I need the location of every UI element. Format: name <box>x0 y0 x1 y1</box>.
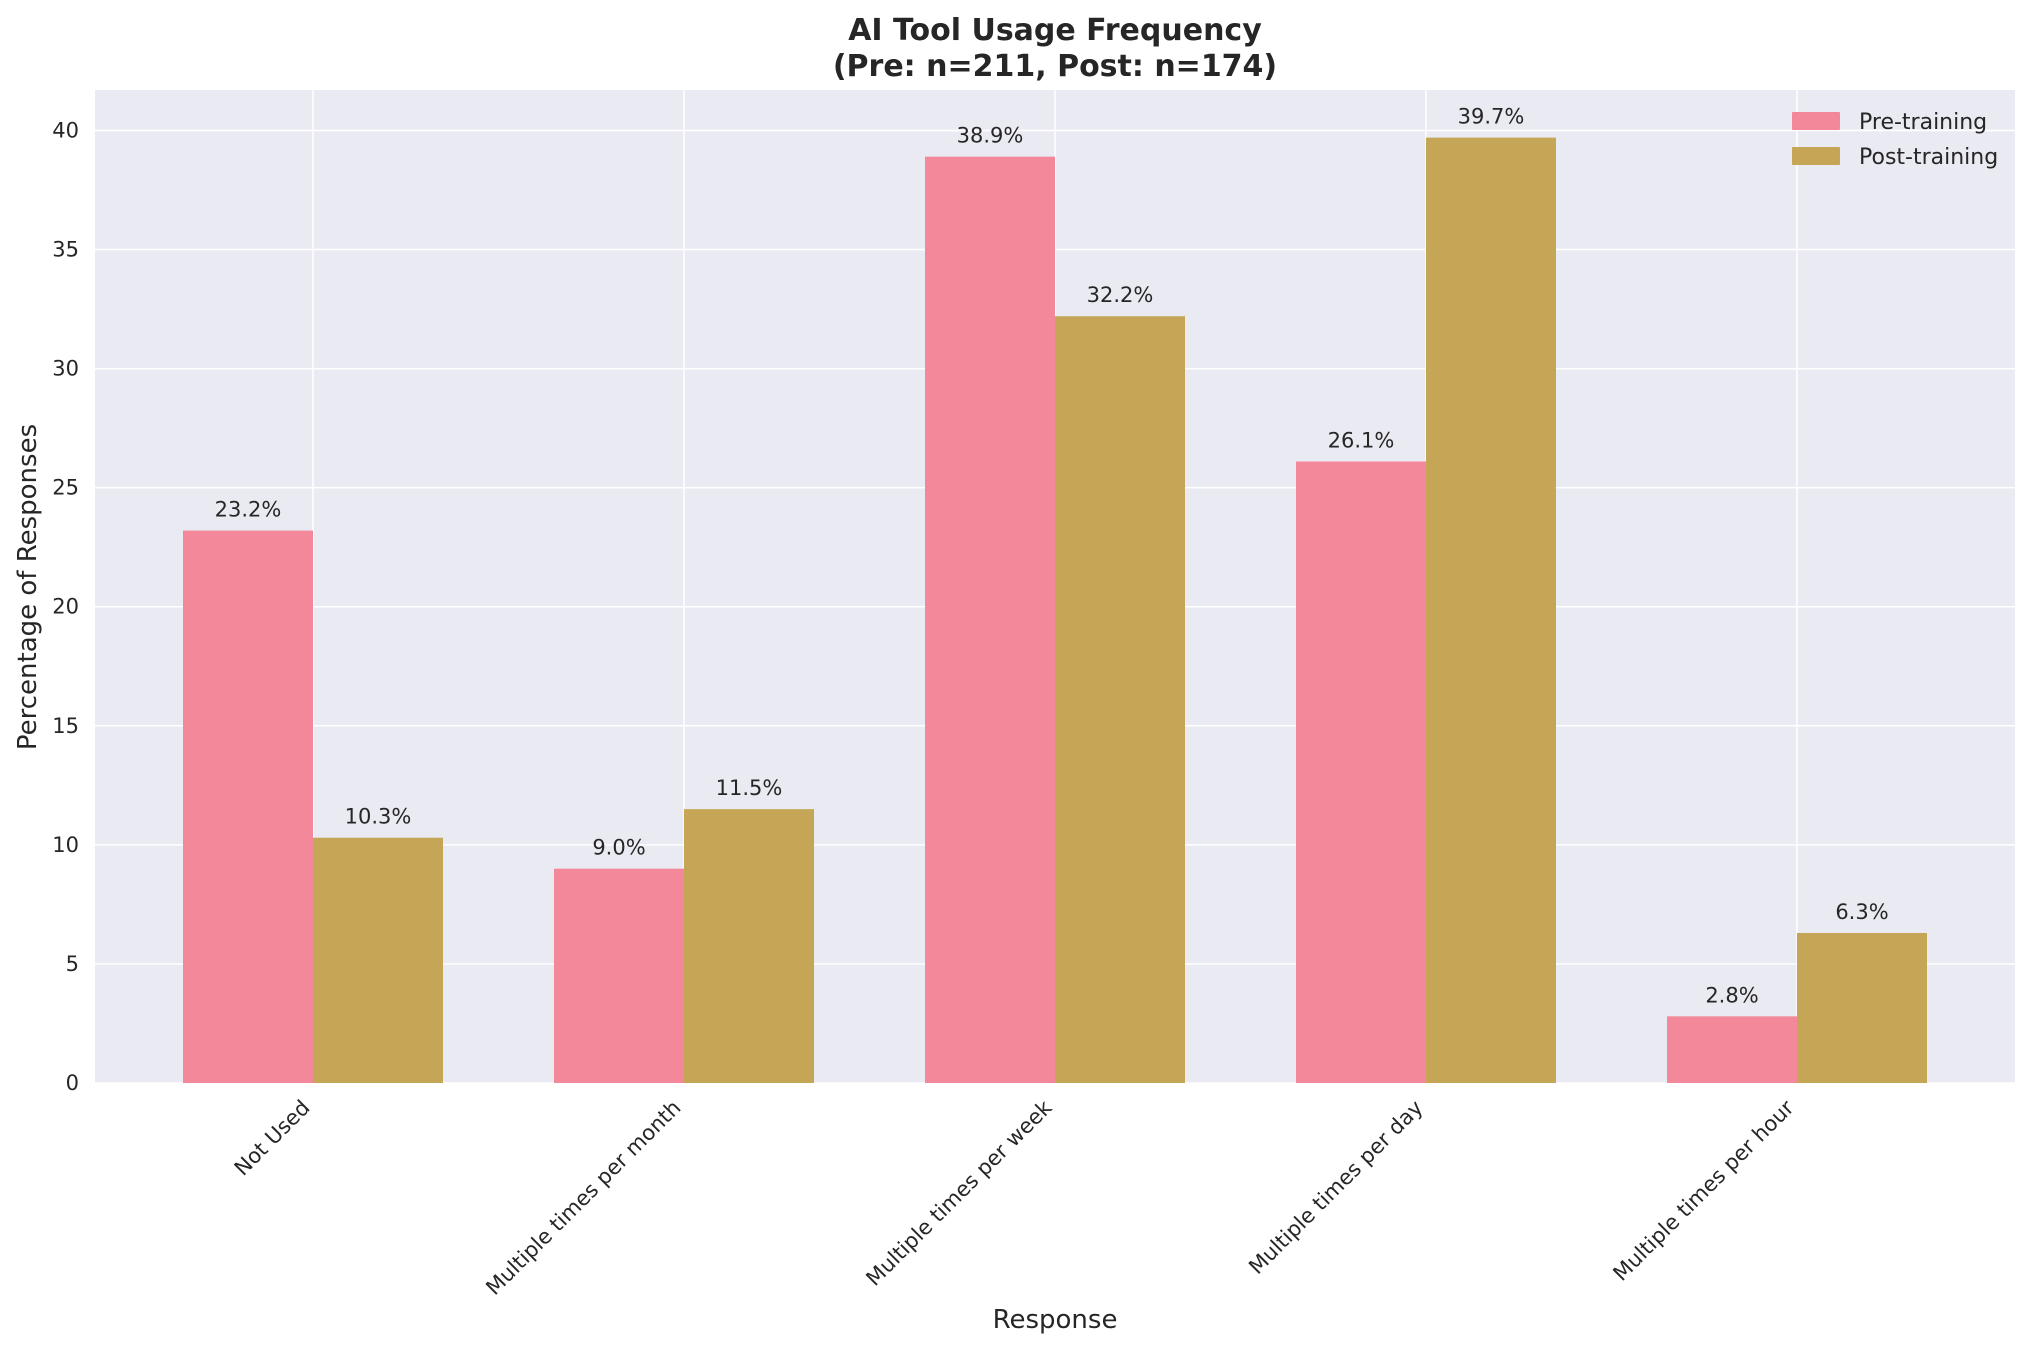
data-label-pre-training: 9.0% <box>592 836 645 860</box>
y-tick-label: 15 <box>52 714 79 738</box>
bar-post-training <box>1055 316 1185 1083</box>
x-tick-label: Multiple times per month <box>481 1096 685 1300</box>
bars <box>183 137 1927 1083</box>
bar-pre-training <box>1667 1016 1797 1083</box>
bar-post-training <box>313 837 443 1083</box>
data-label-post-training: 39.7% <box>1458 105 1525 129</box>
legend: Pre-training Post-training <box>1792 110 1998 170</box>
x-tick-label: Multiple times per week <box>861 1095 1057 1291</box>
y-tick-label: 10 <box>52 833 79 857</box>
chart-title: AI Tool Usage Frequency <box>848 13 1262 48</box>
data-label-post-training: 6.3% <box>1835 900 1888 924</box>
data-label-pre-training: 26.1% <box>1328 428 1395 452</box>
x-tick-label: Multiple times per day <box>1244 1096 1427 1279</box>
legend-label-post-training: Post-training <box>1859 145 1998 170</box>
y-axis-ticks: 0 5 10 15 20 25 30 35 40 <box>52 118 79 1095</box>
data-label-post-training: 11.5% <box>716 776 783 800</box>
data-label-post-training: 10.3% <box>345 805 412 829</box>
bar-pre-training <box>183 530 313 1083</box>
data-label-pre-training: 38.9% <box>957 124 1024 148</box>
data-label-pre-training: 2.8% <box>1705 983 1758 1007</box>
bar-post-training <box>1426 137 1556 1083</box>
x-tick-label: Not Used <box>230 1096 315 1181</box>
data-label-pre-training: 23.2% <box>215 498 282 522</box>
legend-swatch-pre-training <box>1792 112 1840 130</box>
data-label-post-training: 32.2% <box>1087 283 1154 307</box>
y-tick-label: 25 <box>52 476 79 500</box>
bar-post-training <box>684 809 814 1083</box>
y-tick-label: 0 <box>66 1071 79 1095</box>
bar-pre-training <box>925 156 1055 1083</box>
bar-pre-training <box>1296 461 1426 1083</box>
legend-label-pre-training: Pre-training <box>1859 110 1987 135</box>
y-tick-label: 5 <box>66 952 79 976</box>
bar-pre-training <box>554 868 684 1083</box>
y-tick-label: 20 <box>52 595 79 619</box>
x-tick-label: Multiple times per hour <box>1608 1095 1798 1285</box>
legend-swatch-post-training <box>1792 147 1840 165</box>
data-labels: 23.2% 9.0% 38.9% 26.1% 2.8% 10.3% 11.5% 32.2% 39… <box>215 105 1889 1008</box>
bar-post-training <box>1797 932 1927 1083</box>
y-tick-label: 40 <box>52 118 79 142</box>
x-axis-label: Response <box>993 1305 1118 1335</box>
y-tick-label: 35 <box>52 238 79 262</box>
x-axis-ticks: Not Used Multiple times per month Multiple… <box>230 1095 1799 1300</box>
y-axis-label: Percentage of Responses <box>13 424 43 750</box>
chart-subtitle: (Pre: n=211, Post: n=174) <box>833 49 1277 84</box>
y-tick-label: 30 <box>52 357 79 381</box>
